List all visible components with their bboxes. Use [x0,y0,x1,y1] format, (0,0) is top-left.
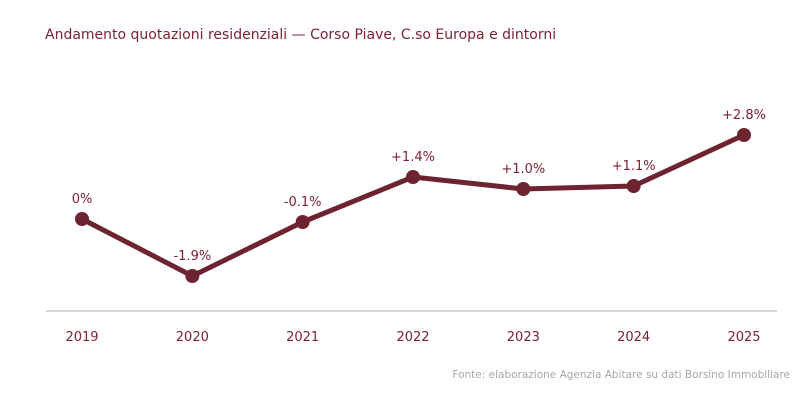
x-tick-label: 2025 [727,330,760,345]
x-tick-label: 2020 [176,330,209,345]
data-point [737,128,751,142]
data-point [406,170,420,184]
data-point-label: -1.9% [173,249,211,264]
data-point [75,212,89,226]
data-point [626,179,641,193]
data-point-label: +2.8% [722,108,766,123]
chart-title: Andamento quotazioni residenziali — Cors… [45,27,557,43]
x-tick-label: 2024 [617,330,650,345]
x-tick-label: 2023 [507,330,540,345]
data-point-label: 0% [72,192,93,207]
data-point-label: +1.1% [612,159,656,174]
source-note: Fonte: elaborazione Agenzia Abitare su d… [452,369,790,381]
data-point [516,182,531,196]
data-point-label: +1.4% [391,150,435,165]
x-tick-label: 2022 [396,330,429,345]
data-point-label: -0.1% [284,195,322,210]
x-tick-label: 2019 [65,330,98,345]
data-point [295,215,310,229]
data-point [185,269,200,283]
x-tick-label: 2021 [286,330,319,345]
data-point-label: +1.0% [501,162,545,177]
